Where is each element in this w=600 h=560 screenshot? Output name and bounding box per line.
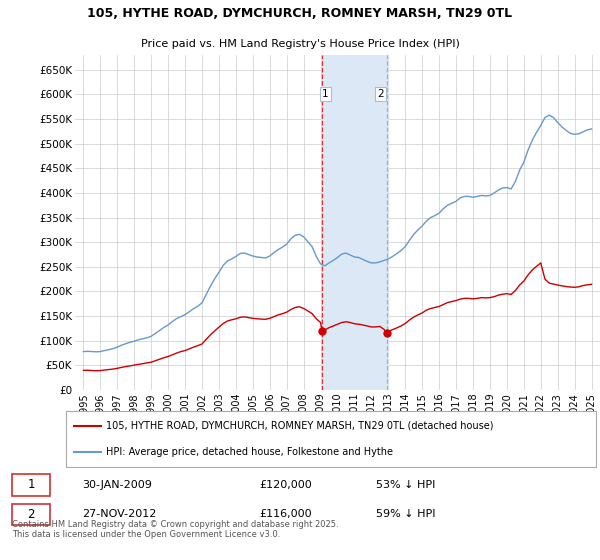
Text: 105, HYTHE ROAD, DYMCHURCH, ROMNEY MARSH, TN29 0TL (detached house): 105, HYTHE ROAD, DYMCHURCH, ROMNEY MARSH… bbox=[106, 421, 493, 431]
Text: 1: 1 bbox=[322, 90, 329, 100]
Text: HPI: Average price, detached house, Folkestone and Hythe: HPI: Average price, detached house, Folk… bbox=[106, 447, 393, 458]
Text: 27-NOV-2012: 27-NOV-2012 bbox=[82, 510, 157, 520]
Text: 105, HYTHE ROAD, DYMCHURCH, ROMNEY MARSH, TN29 0TL: 105, HYTHE ROAD, DYMCHURCH, ROMNEY MARSH… bbox=[88, 7, 512, 20]
Text: 1: 1 bbox=[28, 478, 35, 492]
FancyBboxPatch shape bbox=[12, 474, 50, 496]
Text: Contains HM Land Registry data © Crown copyright and database right 2025.
This d: Contains HM Land Registry data © Crown c… bbox=[12, 520, 338, 539]
FancyBboxPatch shape bbox=[12, 503, 50, 525]
Text: £116,000: £116,000 bbox=[259, 510, 311, 520]
Text: 59% ↓ HPI: 59% ↓ HPI bbox=[376, 510, 436, 520]
Text: £120,000: £120,000 bbox=[259, 480, 311, 490]
Text: 53% ↓ HPI: 53% ↓ HPI bbox=[376, 480, 436, 490]
Bar bbox=[322, 55, 388, 390]
Text: 2: 2 bbox=[28, 508, 35, 521]
Text: Price paid vs. HM Land Registry's House Price Index (HPI): Price paid vs. HM Land Registry's House … bbox=[140, 39, 460, 49]
FancyBboxPatch shape bbox=[65, 411, 596, 467]
Text: 30-JAN-2009: 30-JAN-2009 bbox=[82, 480, 152, 490]
Text: 2: 2 bbox=[377, 90, 384, 100]
